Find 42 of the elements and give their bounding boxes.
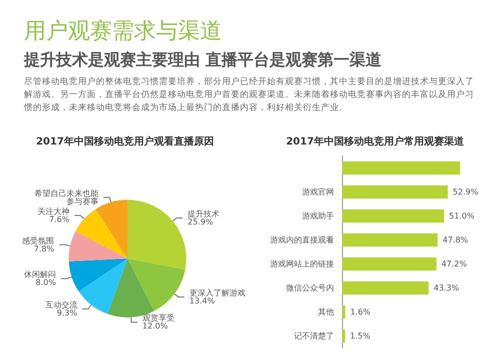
slice-label: 休闲解闷 xyxy=(24,270,56,280)
y-tick-label: 游戏网站上的链接 xyxy=(270,260,334,268)
data-label: 43.3% xyxy=(434,284,460,292)
bar xyxy=(342,161,460,175)
text: 提升技术是观赛主要理由 直播平台是观赛第一渠道 xyxy=(24,49,383,71)
chart-title: 2017年中国移动电竞用户观看直播原因 xyxy=(36,136,214,148)
data-label: 51.0% xyxy=(449,212,475,220)
data-label: 12.0% xyxy=(142,322,168,331)
data-label: 1.6% xyxy=(350,308,371,316)
data-label: 47.2% xyxy=(441,260,468,268)
slice-label: 观赏享受 xyxy=(142,314,174,323)
bar xyxy=(342,233,438,247)
data-label: 9.3% xyxy=(56,308,78,318)
y-tick-label: 微信公众号内 xyxy=(286,284,334,292)
y-tick-label: 记不清楚了 xyxy=(294,332,334,340)
bar xyxy=(342,305,346,319)
slice-label: 希望自己未来也能参与赛事 xyxy=(34,188,99,206)
y-tick-label: 游戏内的直接观看 xyxy=(270,236,334,244)
bar xyxy=(342,185,448,199)
data-label: 7.8% xyxy=(34,244,55,254)
data-label: 47.8% xyxy=(442,236,468,244)
data-label: 52.9% xyxy=(452,188,479,196)
slice-label: 提升技术 xyxy=(188,209,220,218)
text: 尽管移动电竞用户的整体电竞习惯需要培养，部分用户已经开始有观赛习惯，其中主要目的是增进技术与更深入了解游戏。另一方面，直播平台仍然是移动电竞用户首要的观赛渠道。未来随着移动电竞赛事内容的丰富以及用户习惯的形成，未来移动电竞将会成为市场上最热门的直播内容，利好相关衍生产业。 xyxy=(24,76,475,115)
data-label: 25.9% xyxy=(188,217,214,226)
text: 用户观赛需求与渠道 xyxy=(24,18,223,46)
chart-title: 2017年中国移动电竞用户常用观赛渠道 xyxy=(286,136,465,148)
slice-label: 互动交流 xyxy=(45,300,78,310)
y-tick-label: 游戏助手 xyxy=(302,212,334,220)
slice-label: 感受氛围 xyxy=(22,236,54,246)
bar xyxy=(342,329,345,343)
data-label: 7.6% xyxy=(49,215,70,224)
y-tick-label: 其他 xyxy=(318,308,334,316)
bar xyxy=(342,209,444,223)
slice-label: 关注大神 xyxy=(37,207,70,216)
data-label: 13.4% xyxy=(189,296,216,306)
data-label: 1.5% xyxy=(350,332,371,340)
y-tick-label: 游戏官网 xyxy=(302,188,334,196)
slice-label: 更深入了解游戏 xyxy=(189,288,246,298)
data-label: 8.0% xyxy=(36,278,56,288)
bar xyxy=(342,257,436,271)
bar xyxy=(342,281,429,295)
